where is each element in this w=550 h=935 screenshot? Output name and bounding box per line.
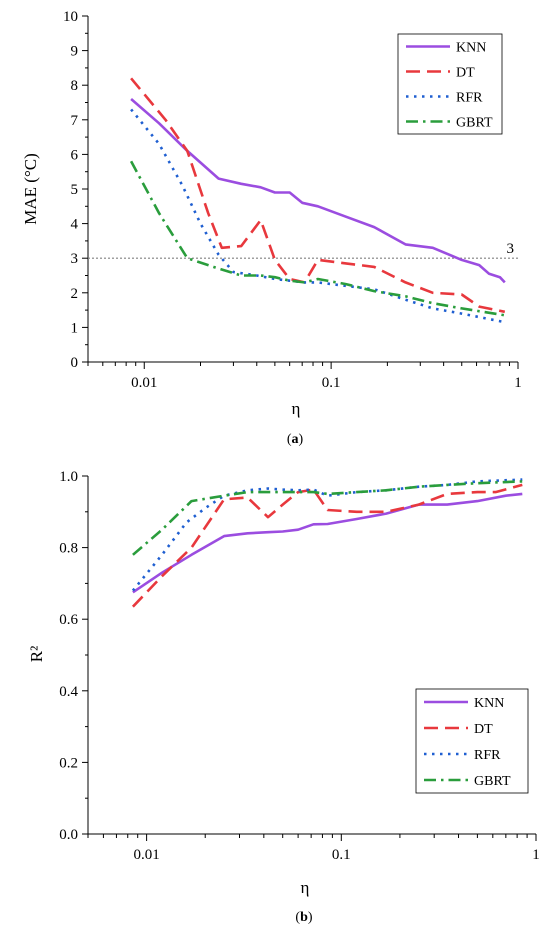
legend-label-knn: KNN bbox=[474, 696, 504, 711]
y-tick-label: 9 bbox=[71, 44, 79, 60]
legend-box bbox=[415, 688, 529, 794]
legend-label-gbrt: GBRT bbox=[456, 116, 493, 131]
figure-caption: (b) bbox=[295, 910, 312, 925]
series-line-rfr bbox=[131, 478, 523, 592]
caption-paren-close: ) bbox=[308, 910, 313, 925]
series-line-knn bbox=[132, 492, 523, 594]
caption-paren-open: ( bbox=[295, 910, 300, 925]
legend-box bbox=[397, 33, 503, 135]
x-axis-title: η bbox=[292, 399, 301, 418]
y-tick-label: 7 bbox=[71, 113, 79, 129]
x-axis-title: η bbox=[301, 878, 310, 897]
series-line-knn bbox=[130, 98, 506, 284]
series-line-gbrt bbox=[132, 480, 523, 556]
x-tick-label: 0.01 bbox=[131, 375, 157, 391]
figure-caption: (a) bbox=[287, 432, 304, 447]
x-tick-label: 0.1 bbox=[332, 847, 351, 863]
legend-label-rfr: RFR bbox=[474, 748, 501, 763]
y-tick-label: 0.8 bbox=[59, 541, 78, 557]
reference-line-label: 3 bbox=[507, 241, 515, 257]
caption-letter: b bbox=[300, 910, 308, 925]
x-tick-label: 1 bbox=[532, 847, 540, 863]
legend-label-dt: DT bbox=[456, 66, 475, 81]
caption-letter: a bbox=[292, 432, 299, 447]
y-tick-label: 1.0 bbox=[59, 469, 78, 485]
y-tick-label: 0.6 bbox=[59, 612, 78, 628]
chart-b: 0.01 0.1 1 0.0 0.2 0.4 0.6 0.8 1.0 KNN DT RFR GBRT η R… bbox=[27, 469, 540, 925]
y-tick-label: 4 bbox=[71, 217, 79, 233]
y-tick-label: 1 bbox=[71, 320, 79, 336]
series-line-rfr bbox=[130, 108, 506, 324]
x-tick-label: 0.01 bbox=[133, 847, 159, 863]
legend: KNN DT RFR GBRT bbox=[415, 688, 529, 794]
legend-label-gbrt: GBRT bbox=[474, 774, 511, 789]
y-tick-label: 8 bbox=[71, 78, 79, 94]
x-tick-label: 1 bbox=[514, 375, 522, 391]
y-tick-label: 0 bbox=[71, 355, 79, 371]
legend: KNN DT RFR GBRT bbox=[397, 33, 503, 135]
y-tick-label: 0.0 bbox=[59, 827, 78, 843]
legend-label-dt: DT bbox=[474, 722, 493, 737]
series-line-gbrt bbox=[129, 160, 506, 317]
caption-paren-open: ( bbox=[287, 432, 292, 447]
y-tick-label: 10 bbox=[63, 9, 78, 25]
y-tick-label: 3 bbox=[71, 251, 79, 267]
legend-label-knn: KNN bbox=[456, 41, 486, 56]
y-tick-label: 5 bbox=[71, 182, 79, 198]
y-tick-label: 0.2 bbox=[59, 755, 78, 771]
y-axis-title: R² bbox=[27, 646, 46, 662]
y-tick-label: 0.4 bbox=[59, 684, 78, 700]
caption-paren-close: ) bbox=[299, 432, 304, 447]
y-tick-label: 2 bbox=[71, 286, 79, 302]
y-axis-title: MAE (°C) bbox=[21, 153, 40, 225]
y-tick-label: 6 bbox=[71, 147, 79, 163]
legend-label-rfr: RFR bbox=[456, 91, 483, 106]
x-tick-label: 0.1 bbox=[322, 375, 341, 391]
series-line-dt bbox=[131, 483, 523, 608]
